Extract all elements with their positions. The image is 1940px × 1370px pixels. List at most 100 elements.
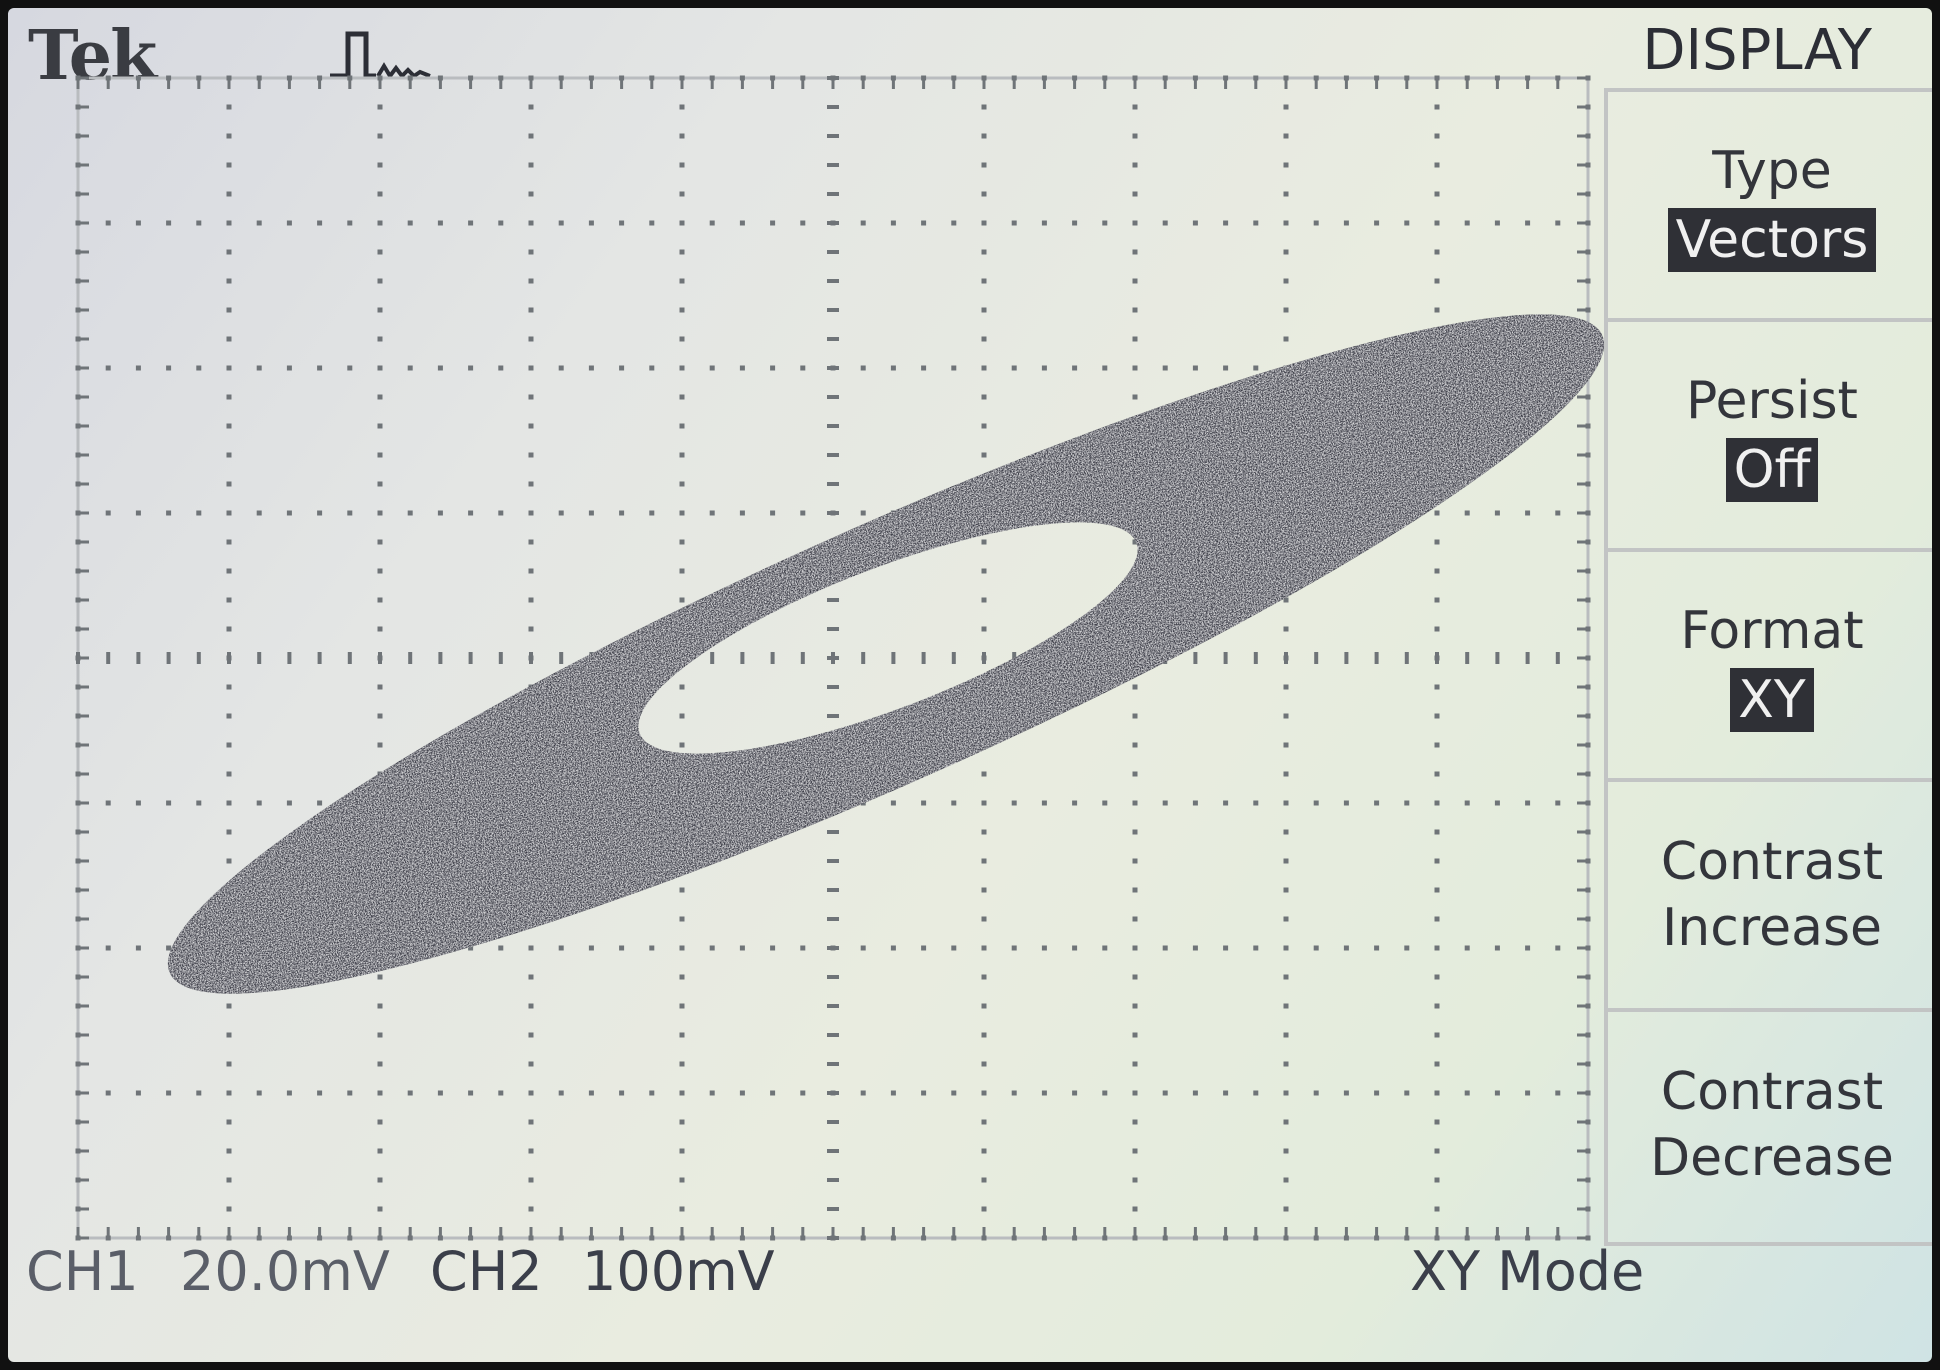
edge-tick — [1577, 192, 1587, 196]
grid-dot — [1434, 568, 1440, 574]
grid-dot — [256, 75, 262, 81]
grid-dot — [619, 365, 625, 371]
grid-dot — [226, 510, 232, 516]
grid-dot — [649, 510, 655, 516]
grid-dot — [951, 1090, 957, 1096]
grid-dot — [981, 1090, 987, 1096]
edge-tick — [1163, 1227, 1167, 1237]
edge-tick — [529, 79, 533, 89]
format-button[interactable]: Format XY — [1608, 552, 1932, 782]
grid-dot — [1223, 652, 1228, 664]
grid-dot — [347, 220, 353, 226]
grid-dot — [1585, 1177, 1591, 1183]
grid-dot — [1283, 249, 1289, 255]
edge-tick — [79, 424, 89, 428]
grid-dot — [1041, 800, 1047, 806]
grid-dot — [166, 1090, 172, 1096]
grid-dot — [1041, 220, 1047, 226]
grid-dot — [377, 220, 383, 226]
grid-dot — [1314, 652, 1319, 664]
edge-tick — [79, 134, 89, 138]
grid-dot — [377, 713, 383, 719]
grid-dot — [1162, 800, 1168, 806]
grid-dot — [981, 800, 987, 806]
grid-dot — [827, 917, 839, 921]
grid-dot — [407, 75, 413, 81]
edge-tick — [1284, 79, 1288, 89]
edge-tick — [1224, 1227, 1228, 1237]
grid-dot — [1283, 684, 1289, 690]
edge-tick — [1577, 1120, 1587, 1124]
grid-dot — [286, 75, 292, 81]
grid-dot — [437, 510, 443, 516]
grid-dot — [1585, 539, 1591, 545]
edge-tick — [1577, 482, 1587, 486]
persist-button[interactable]: Persist Off — [1608, 322, 1932, 552]
grid-dot — [827, 1004, 839, 1008]
grid-dot — [981, 75, 987, 81]
grid-dot — [1585, 945, 1591, 951]
grid-dot — [770, 365, 776, 371]
grid-dot — [1283, 800, 1289, 806]
edge-tick — [680, 79, 684, 89]
persist-value: Off — [1725, 438, 1819, 502]
contrast-increase-button[interactable]: Contrast Increase — [1608, 782, 1932, 1012]
grid-dot — [1585, 771, 1591, 777]
contrast-decrease-button[interactable]: Contrast Decrease — [1608, 1012, 1932, 1238]
edge-tick — [1103, 79, 1107, 89]
grid-dot — [1072, 1235, 1078, 1241]
grid-dot — [226, 539, 232, 545]
grid-dot — [75, 800, 81, 806]
contrast-increase-label: Contrast — [1660, 832, 1884, 892]
grid-dot — [377, 597, 383, 603]
grid-dot — [1374, 945, 1380, 951]
edge-tick — [1526, 79, 1530, 89]
edge-tick — [76, 1227, 80, 1237]
edge-tick — [1577, 1236, 1587, 1240]
grid-dot — [377, 423, 383, 429]
grid-dot — [619, 75, 625, 81]
xy-trace — [167, 314, 1605, 994]
grid-dot — [317, 220, 323, 226]
grid-dot — [166, 800, 172, 806]
grid-dot — [1283, 945, 1289, 951]
grid-dot — [75, 307, 81, 313]
grid-dot — [286, 1090, 292, 1096]
edge-tick — [287, 79, 291, 89]
grid-dot — [226, 1206, 232, 1212]
grid-dot — [378, 652, 382, 664]
grid-dot — [75, 1235, 81, 1241]
grid-dot — [619, 510, 625, 516]
grid-dot — [827, 134, 839, 138]
edge-tick — [1073, 79, 1077, 89]
grid-dot — [75, 1177, 81, 1183]
edge-tick — [318, 79, 322, 89]
grid-dot — [528, 945, 534, 951]
grid-dot — [135, 365, 141, 371]
grid-dot — [1434, 539, 1440, 545]
grid-dot — [1284, 652, 1288, 664]
grid-dot — [1585, 655, 1591, 661]
grid-dot — [1343, 800, 1349, 806]
contrast-increase-value: Increase — [1661, 898, 1883, 958]
grid-dot — [1283, 133, 1289, 139]
grid-dot — [347, 365, 353, 371]
grid-dot — [1132, 75, 1138, 81]
grid-dot — [1283, 1119, 1289, 1125]
grid-dot — [1585, 916, 1591, 922]
edge-tick — [1577, 1149, 1587, 1153]
edge-tick — [79, 1207, 89, 1211]
grid-dot — [135, 1235, 141, 1241]
grid-dot — [377, 1235, 383, 1241]
edge-tick — [348, 79, 352, 89]
grid-dot — [1132, 858, 1138, 864]
grid-dot — [1162, 75, 1168, 81]
grid-dot — [1253, 1235, 1259, 1241]
grid-dot — [226, 713, 232, 719]
grid-dot — [921, 220, 927, 226]
grid-dot — [558, 365, 564, 371]
grid-dot — [317, 510, 323, 516]
grid-dot — [407, 220, 413, 226]
grid-dot — [528, 394, 534, 400]
type-button[interactable]: Type Vectors — [1608, 92, 1932, 322]
